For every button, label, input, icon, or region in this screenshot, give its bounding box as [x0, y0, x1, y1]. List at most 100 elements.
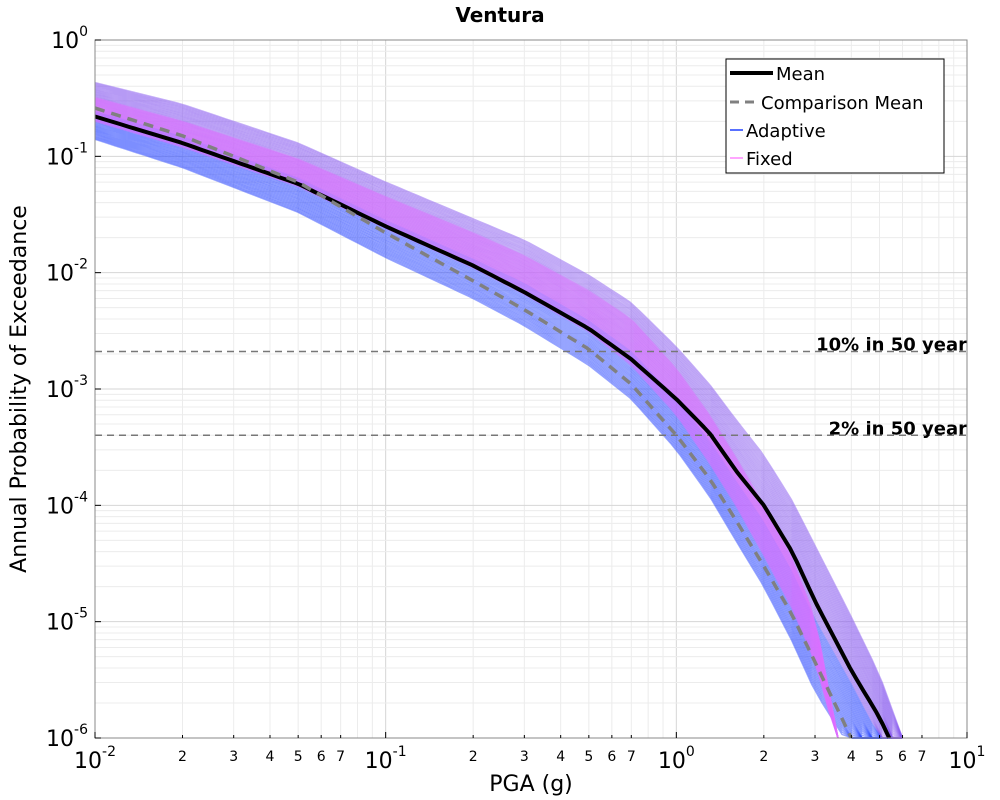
x-minor-tick-label: 7: [627, 749, 636, 765]
adaptive-curve: [94, 109, 903, 739]
adaptive-curve: [94, 96, 903, 739]
fixed-curve: [94, 107, 839, 739]
reference-lines: 10% in 50 year 2% in 50 year: [95, 335, 967, 439]
adaptive-curve: [94, 121, 903, 739]
mean-line: [94, 114, 892, 739]
x-minor-tick-label: 6: [898, 749, 907, 765]
x-minor-tick-label: 7: [918, 749, 927, 765]
fixed-curve: [94, 99, 839, 739]
y-axis-label: Annual Probability of Exceedance: [7, 205, 32, 573]
line-series: [94, 106, 892, 739]
adaptive-curve: [94, 105, 903, 739]
x-minor-tick-label: 4: [556, 749, 565, 765]
x-minor-tick-label: 2: [759, 749, 768, 765]
adaptive-curve: [94, 116, 903, 739]
fixed-curve: [94, 102, 839, 739]
x-minor-tick-label: 6: [317, 749, 326, 765]
adaptive-curve: [94, 118, 903, 739]
fixed-curve: [94, 114, 839, 739]
adaptive-curve: [94, 83, 904, 739]
adaptive-curve: [94, 82, 904, 739]
reference-line-label: 10% in 50 year: [816, 335, 967, 356]
fixed-curve: [94, 108, 839, 739]
fixed-curve: [94, 115, 839, 739]
chart-title: Ventura: [455, 3, 544, 27]
adaptive-curve: [94, 131, 903, 739]
fixed-curve: [94, 110, 839, 739]
fixed-curve: [94, 101, 839, 739]
fixed-curve: [94, 114, 839, 739]
adaptive-curve: [94, 95, 903, 739]
fixed-curve: [94, 99, 839, 739]
x-minor-tick-label: 4: [847, 749, 856, 765]
y-major-tick-label: 10-3: [46, 373, 88, 403]
x-minor-tick-label: 2: [469, 749, 478, 765]
adaptive-curve: [94, 99, 903, 739]
adaptive-curve: [94, 111, 903, 739]
fixed-curve: [94, 100, 839, 739]
adaptive-curve: [94, 94, 903, 739]
adaptive-curve: [94, 135, 903, 739]
adaptive-curve: [94, 136, 903, 739]
y-major-tick-label: 10-1: [46, 140, 88, 170]
fixed-curve: [94, 102, 839, 739]
adaptive-curve: [94, 138, 903, 739]
legend-label-mean: Mean: [776, 64, 825, 85]
adaptive-curve: [94, 113, 903, 739]
adaptive-curve: [94, 100, 903, 739]
adaptive-curve: [94, 88, 904, 739]
x-minor-tick-label: 5: [294, 749, 303, 765]
legend-label-fixed: Fixed: [746, 149, 793, 170]
adaptive-curve: [94, 106, 903, 739]
adaptive-curve: [94, 81, 904, 739]
adaptive-curve: [94, 122, 903, 739]
adaptive-curve: [94, 134, 903, 739]
fixed-curve: [94, 110, 839, 739]
adaptive-curve: [94, 137, 903, 739]
adaptive-curve: [94, 130, 903, 739]
x-minor-tick-label: 4: [266, 749, 275, 765]
adaptive-curve: [94, 93, 903, 739]
x-major-tick-label: 101: [949, 744, 986, 774]
adaptive-curve: [94, 112, 903, 739]
fixed-curve: [94, 98, 839, 739]
x-minor-tick-label: 2: [178, 749, 187, 765]
adaptive-curve: [94, 92, 903, 739]
legend-label-comparison-mean: Comparison Mean: [761, 93, 924, 114]
adaptive-curve: [94, 97, 903, 739]
adaptive-curve: [94, 110, 903, 739]
y-axis-ticks: 100 10-1 10-2 10-3 10-4 10-5 10-6: [46, 24, 101, 752]
adaptive-curve: [94, 130, 903, 739]
fixed-curve: [94, 109, 839, 739]
x-minor-tick-label: 5: [875, 749, 884, 765]
y-major-tick-label: 100: [51, 24, 88, 54]
fixed-curve: [94, 113, 839, 739]
y-major-tick-label: 10-5: [46, 606, 88, 636]
adaptive-curve: [94, 128, 903, 739]
fixed-curve: [94, 101, 839, 739]
x-minor-tick-label: 6: [607, 749, 616, 765]
y-major-tick-label: 10-2: [46, 257, 88, 287]
x-major-tick-label: 10-2: [74, 744, 116, 774]
y-major-tick-label: 10-4: [46, 489, 88, 519]
adaptive-curve: [94, 126, 903, 739]
adaptive-curve: [94, 125, 903, 739]
adaptive-curve: [94, 101, 903, 739]
fixed-curve: [94, 113, 839, 739]
legend-label-adaptive: Adaptive: [746, 121, 826, 142]
x-minor-tick-label: 3: [811, 749, 820, 765]
adaptive-curve: [94, 107, 903, 739]
fixed-curve: [94, 112, 839, 739]
adaptive-curve: [94, 108, 903, 739]
fixed-curve: [94, 96, 839, 739]
fixed-curve: [94, 107, 839, 739]
legend-box: [725, 58, 945, 174]
x-minor-tick-label: 3: [520, 749, 529, 765]
adaptive-curve: [94, 85, 904, 739]
x-minor-tick-label: 5: [584, 749, 593, 765]
legend: Mean Comparison Mean Adaptive Fixed: [725, 58, 945, 174]
adaptive-curve: [94, 132, 903, 739]
fixed-curve: [94, 97, 839, 739]
